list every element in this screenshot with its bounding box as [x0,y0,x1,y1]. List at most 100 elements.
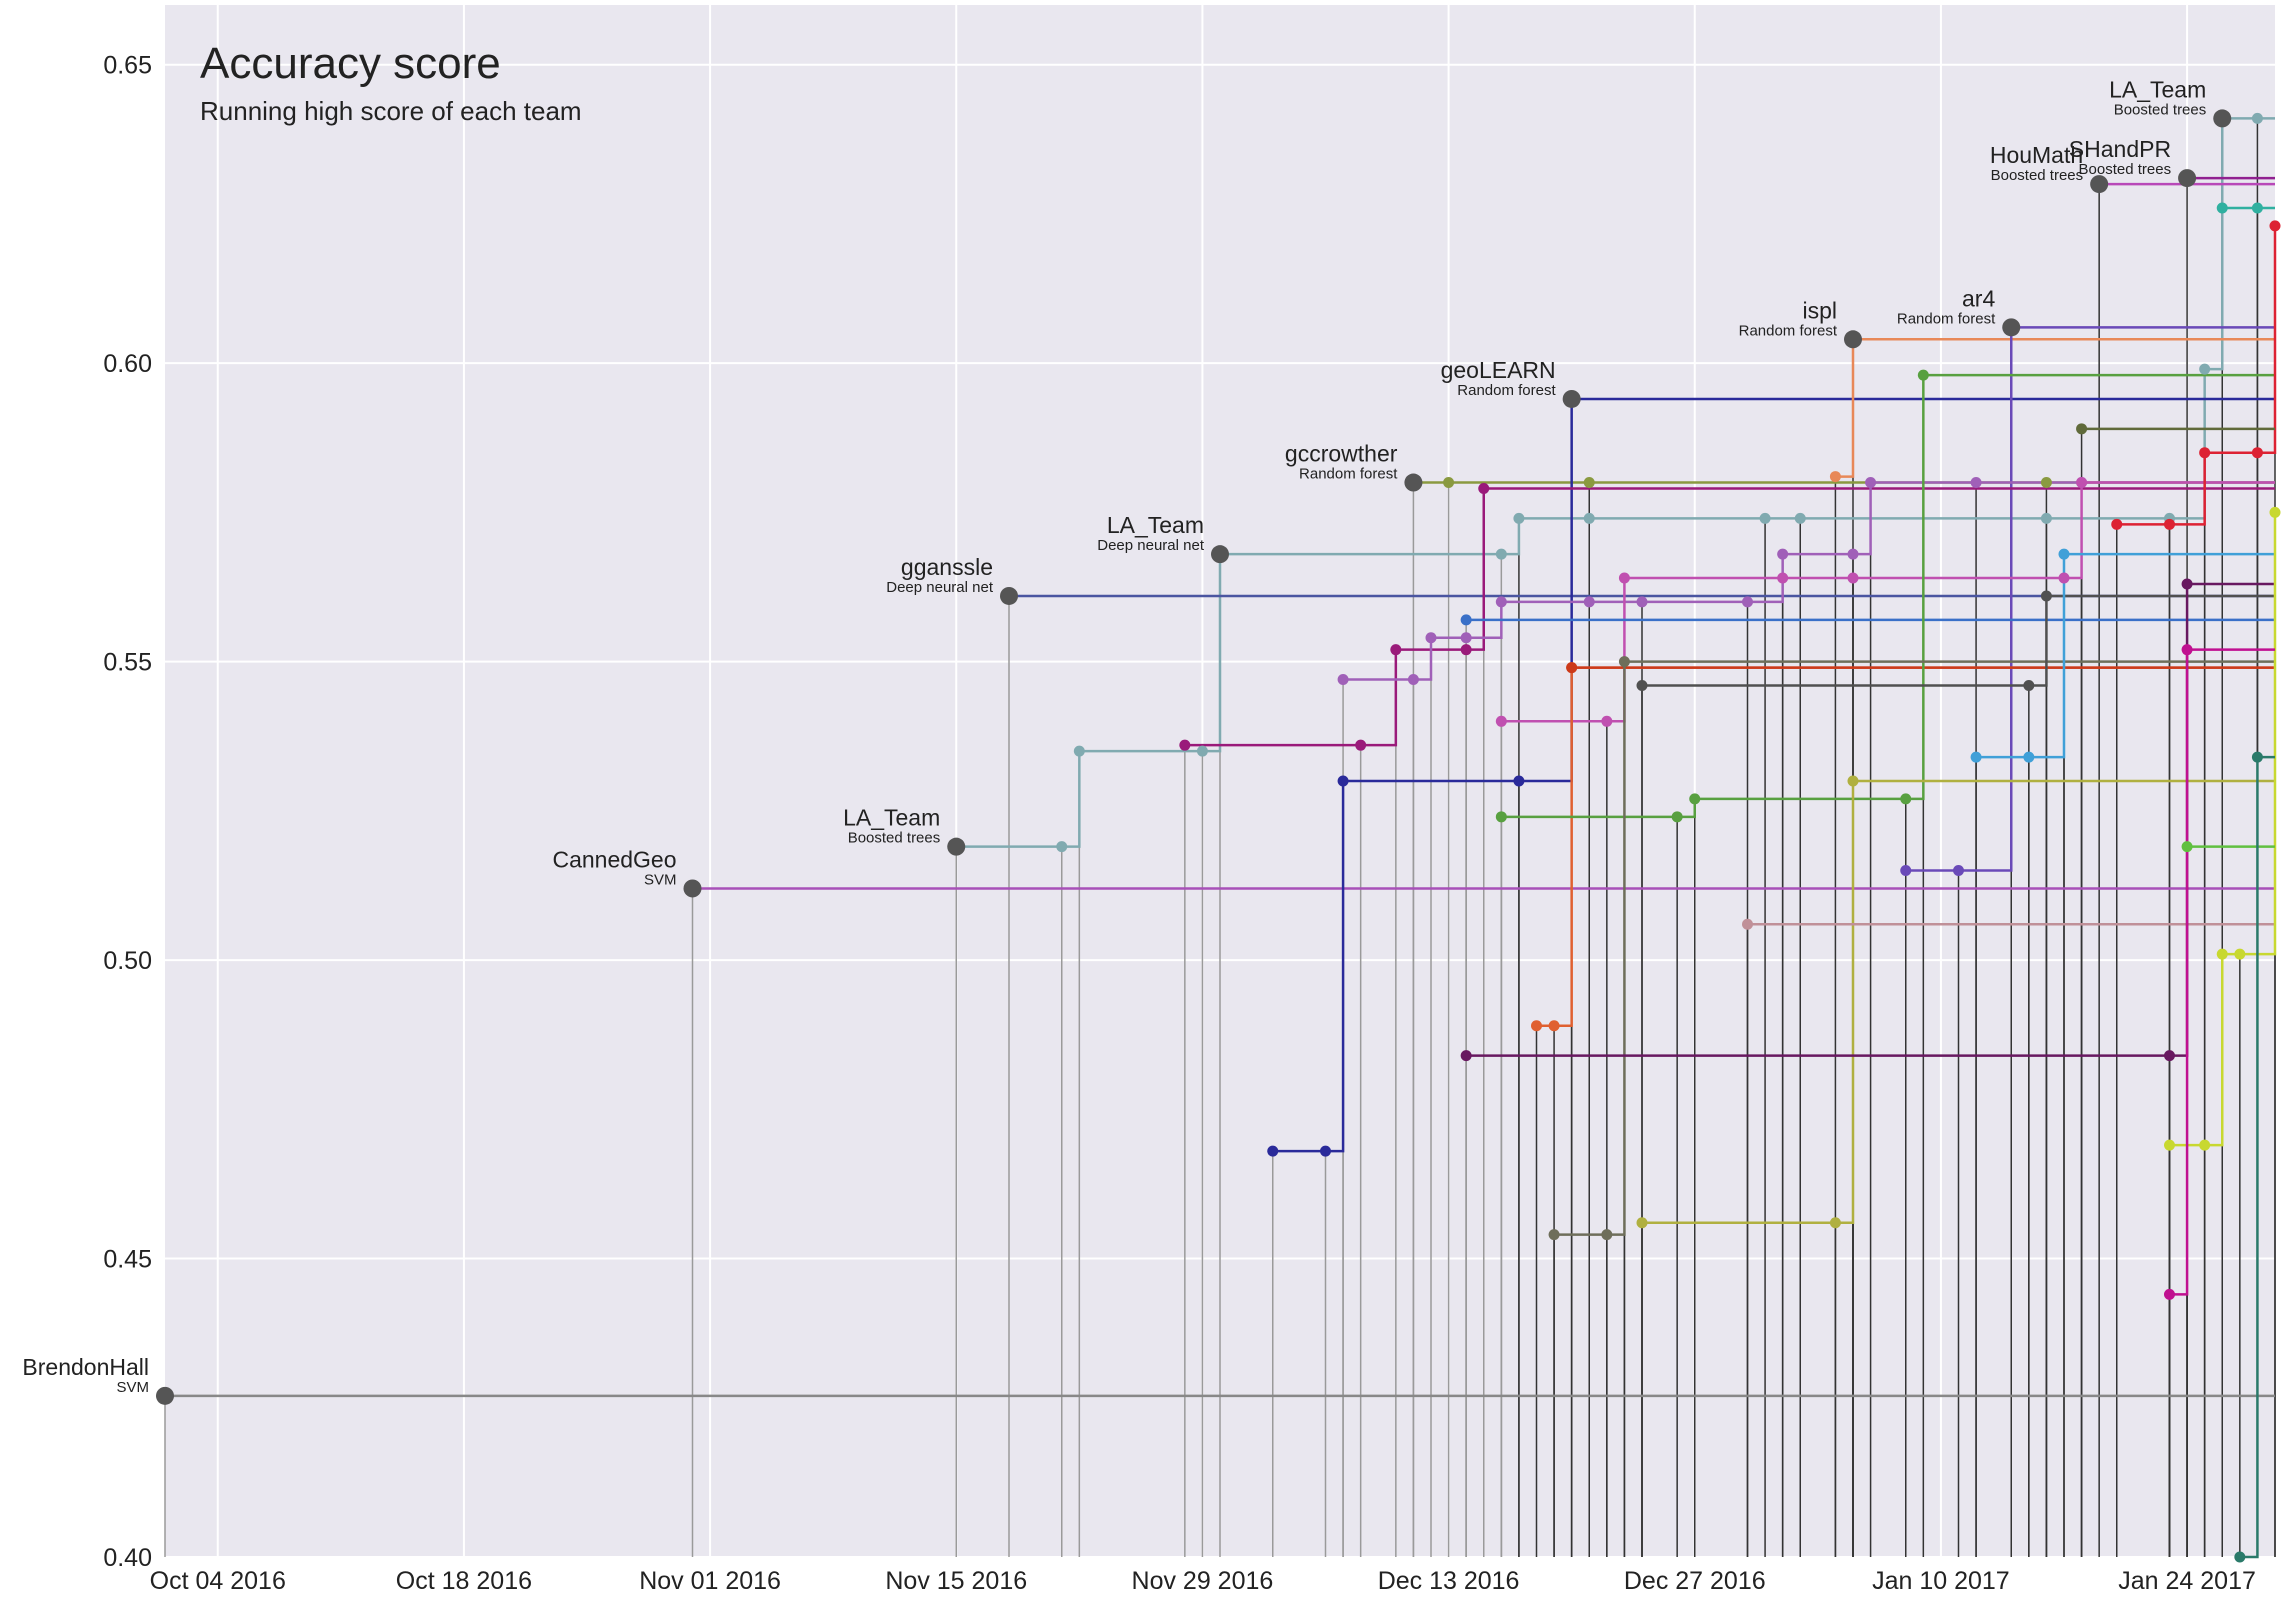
data-point [1495,715,1507,727]
annotation-method: Random forest [1457,382,1556,399]
data-point [1583,596,1595,608]
highlight-point [1211,545,1229,564]
annotation-team: gccrowther [1285,441,1398,467]
chart-title: Accuracy score [200,39,501,88]
annotation-method: Deep neural net [1097,537,1205,554]
data-point [1513,775,1525,787]
series-line [1642,594,2275,687]
data-point [1196,745,1208,757]
highlight-point [156,1386,174,1405]
data-point [1953,865,1964,877]
data-point [1601,1229,1613,1241]
data-point [1794,512,1806,524]
highlight-point [683,879,702,898]
data-point [2251,202,2263,214]
x-tick-label: Jan 10 2017 [1872,1567,2010,1595]
data-point [1917,369,1929,381]
tick-labels: Oct 04 2016 Oct 18 2016 Nov 01 2016 Nov 15 … [103,52,2256,1595]
data-point [1267,1145,1279,1157]
data-point [1829,1217,1841,1229]
data-point [1583,512,1595,524]
data-point [1970,751,1982,763]
annotation-team: ar4 [1962,285,1995,311]
annotation-method: Random forest [1739,322,1838,339]
data-point [1829,471,1841,483]
data-point [1689,793,1701,805]
data-point [2040,477,2052,489]
series-line [1835,338,2275,478]
data-point [2216,202,2228,214]
x-tick-label: Nov 29 2016 [1132,1567,1274,1595]
data-point [1847,572,1859,584]
data-point [1636,1217,1648,1229]
annotation-team: ispl [1802,297,1837,323]
data-point [1355,739,1367,751]
chart-subtitle: Running high score of each team [200,96,582,126]
data-point [1970,477,1982,489]
data-point [1425,632,1437,644]
annotation-method: Boosted trees [1991,167,2084,184]
annotation-method: Boosted trees [848,830,941,847]
data-point [1390,644,1402,656]
data-point [2058,572,2070,584]
highlight-point [1562,389,1581,408]
data-point [1900,793,1912,805]
series-line [2239,755,2275,1559]
data-point [1337,674,1349,686]
highlight-point [1000,586,1018,605]
data-point [1073,745,1085,757]
annotation-team: CannedGeo [552,846,676,872]
data-point [1900,865,1912,877]
data-point [1548,1020,1560,1032]
data-point [1636,679,1648,691]
data-point [2251,112,2263,124]
annotation-team: BrendonHall [22,1354,149,1380]
data-point [1513,512,1525,524]
data-point [1056,841,1068,853]
series-line [1554,660,2275,1236]
x-tick-label: Oct 04 2016 [150,1567,286,1595]
data-point [1847,775,1859,787]
x-tick-label: Nov 01 2016 [639,1567,781,1595]
data-point [1566,662,1578,674]
series-line [1905,326,2275,872]
annotations: BrendonHallSVMCannedGeoSVMLA_TeamBoosted… [22,76,2206,1395]
annotation-team: SHandPR [2069,136,2171,162]
data-point [2164,1139,2175,1151]
series-line [1343,481,2275,681]
data-point [1618,656,1630,668]
highlight-point [947,837,966,856]
data-point [1618,572,1630,584]
data-point [2251,751,2263,763]
data-point [1460,632,1472,644]
data-point [1460,1050,1472,1062]
data-point [1671,811,1683,823]
data-point [2164,1050,2175,1062]
highlight-point [1844,330,1862,349]
series-line [2169,648,2275,1296]
data-point [1777,572,1789,584]
annotation-method: Random forest [1299,466,1398,483]
annotation-team: HouMath [1990,142,2083,168]
data-point [2199,1139,2211,1151]
data-point [2076,477,2088,489]
data-point [2234,1551,2246,1563]
data-point [1460,614,1472,626]
data-point [1548,1229,1560,1241]
y-tick-label: 0.50 [103,947,152,975]
series-points [156,109,2281,1563]
annotation-method: Deep neural net [886,579,994,596]
x-tick-label: Dec 27 2016 [1624,1567,1766,1595]
data-point [1478,483,1490,495]
y-tick-label: 0.55 [103,649,152,677]
annotation-team: geoLEARN [1441,357,1556,383]
annotation-method: Boosted trees [2114,101,2207,118]
data-point [2164,1288,2175,1300]
series-line [1501,481,2275,723]
annotation-method: Random forest [1897,310,1996,327]
y-tick-label: 0.60 [103,350,152,378]
data-point [2023,679,2035,691]
y-tick-label: 0.45 [103,1246,152,1274]
data-point [1601,715,1613,727]
